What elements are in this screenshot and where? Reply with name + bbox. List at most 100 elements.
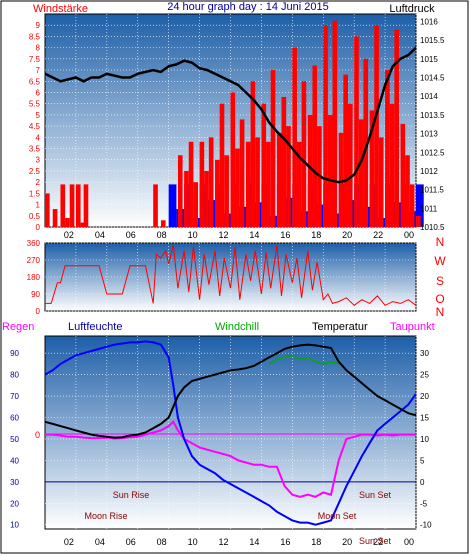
sun-set-bottom-label: Sun Set	[359, 536, 392, 546]
windchill-label: Windchill	[215, 321, 259, 333]
humidity-time-ticks: 02 04 06 08 10 12 14 16 18 20 22 00	[64, 537, 414, 547]
time-tick-label: 04	[95, 537, 105, 547]
wind-bar	[75, 184, 81, 227]
pressure-tick-label: 1015	[420, 55, 438, 64]
gust-bar	[416, 184, 424, 227]
wind-bar	[177, 155, 183, 227]
compass-label: N	[436, 235, 445, 249]
wind-tick-label: 6	[36, 88, 41, 97]
wind-bar	[281, 96, 287, 228]
compass-label: S	[436, 274, 444, 288]
wind-bar	[60, 184, 66, 227]
wind-bar	[354, 36, 359, 227]
wind-tick-label: 1	[36, 201, 41, 210]
time-tick-label: 18	[311, 537, 321, 547]
pressure-tick-label: 1014	[420, 92, 438, 101]
humidity-axis-ticks: 10 20 30 40 50 60 70 80 90	[10, 349, 19, 530]
wind-tick-label: 8.5	[29, 32, 41, 41]
temperature-tick-label: -10	[420, 521, 432, 530]
wind-bar	[255, 137, 260, 227]
time-tick-label: 08	[157, 537, 167, 547]
wind-bar	[184, 170, 189, 227]
time-tick-label: 12	[219, 537, 229, 547]
wind-bar	[363, 58, 369, 228]
time-tick-label: 20	[342, 230, 352, 240]
wind-tick-label: 2	[36, 178, 41, 187]
humidity-tick-label: 60	[10, 413, 19, 422]
time-tick-label: 16	[280, 537, 290, 547]
temperature-label: Temperatur	[312, 321, 368, 333]
wind-tick-label: 7.5	[29, 55, 41, 64]
wind-bar	[153, 184, 158, 227]
pressure-label: Luftdruck	[389, 3, 435, 15]
wind-bar	[160, 220, 166, 227]
wind-bar	[80, 222, 86, 227]
time-tick-label: 00	[404, 537, 414, 547]
humidity-tick-label: 20	[10, 499, 19, 508]
gust-bar	[168, 184, 177, 227]
wind-bar	[199, 141, 205, 227]
wind-bar	[400, 123, 406, 227]
pressure-tick-label: 1012	[420, 167, 438, 176]
direction-degree-ticks: 0 90 180 270 360	[27, 239, 41, 316]
wind-bar	[301, 81, 307, 228]
wind-bar	[394, 29, 399, 228]
wind-bar	[374, 25, 379, 227]
humidity-tick-label: 50	[10, 435, 19, 444]
direction-tick-label: 0	[36, 307, 41, 316]
rain-label: Regen	[2, 321, 34, 333]
humidity-tick-label: 90	[10, 349, 19, 358]
wind-bar	[286, 126, 291, 227]
wind-axis-ticks: 0 0.5 1 1.5 2 2.5 3 3.5 4 4.5 5 5.5 6 6.5 7 7.5 8 8.5 9	[29, 21, 41, 232]
wind-tick-label: 7	[36, 66, 41, 75]
direction-tick-label: 270	[27, 256, 41, 265]
wind-bar	[385, 70, 390, 227]
time-tick-label: 00	[404, 230, 414, 240]
wind-bar	[292, 47, 297, 228]
time-tick-label: 22	[373, 230, 383, 240]
wind-bar	[343, 74, 348, 228]
wind-tick-label: 3	[36, 156, 41, 165]
temperature-tick-label: 0	[420, 478, 425, 487]
wind-bar	[369, 110, 375, 227]
wind-bar	[332, 20, 338, 227]
wind-direction-grid	[45, 242, 417, 312]
humidity-line	[44, 340, 417, 526]
wind-bar	[327, 114, 333, 227]
wind-bar	[208, 137, 214, 227]
wind-bar	[389, 103, 395, 227]
wind-time-ticks: 02 04 06 08 10 12 14 16 18 20 22 00	[64, 230, 414, 240]
pressure-axis-ticks: 1010.5 1011 1011.5 1012 1012.5 1013 1013.5 1014…	[420, 17, 445, 232]
time-tick-label: 20	[342, 537, 352, 547]
temperature-tick-label: 25	[420, 371, 429, 380]
temperature-tick-label: 5	[420, 456, 425, 465]
time-tick-label: 22	[373, 537, 383, 547]
wind-bar	[239, 119, 245, 227]
time-tick-label: 06	[126, 537, 136, 547]
pressure-tick-label: 1014.5	[420, 74, 445, 83]
wind-bar	[188, 141, 194, 227]
wind-tick-label: 0	[36, 223, 41, 232]
time-tick-label: 14	[249, 230, 259, 240]
time-tick-label: 10	[188, 230, 198, 240]
wind-bar	[266, 141, 271, 227]
wind-bar	[409, 184, 415, 227]
pressure-tick-label: 1011	[420, 204, 438, 213]
wind-bar	[378, 137, 384, 227]
pressure-tick-label: 1013.5	[420, 111, 445, 120]
wind-tick-label: 4	[36, 133, 41, 142]
compass-label: N	[436, 305, 445, 319]
wind-tick-label: 3.5	[29, 145, 41, 154]
time-tick-label: 10	[188, 537, 198, 547]
humidity-tick-label: 80	[10, 371, 19, 380]
time-tick-label: 08	[157, 230, 167, 240]
pressure-tick-label: 1012.5	[420, 148, 445, 157]
wind-bar	[312, 65, 318, 227]
temperature-tick-label: -5	[420, 499, 428, 508]
wind-direction-line	[45, 244, 417, 306]
temperature-axis-ticks: -10 -5 0 5 10 15 20 25 30	[420, 349, 432, 530]
temperature-tick-label: 30	[420, 349, 429, 358]
wind-bar	[323, 25, 328, 227]
